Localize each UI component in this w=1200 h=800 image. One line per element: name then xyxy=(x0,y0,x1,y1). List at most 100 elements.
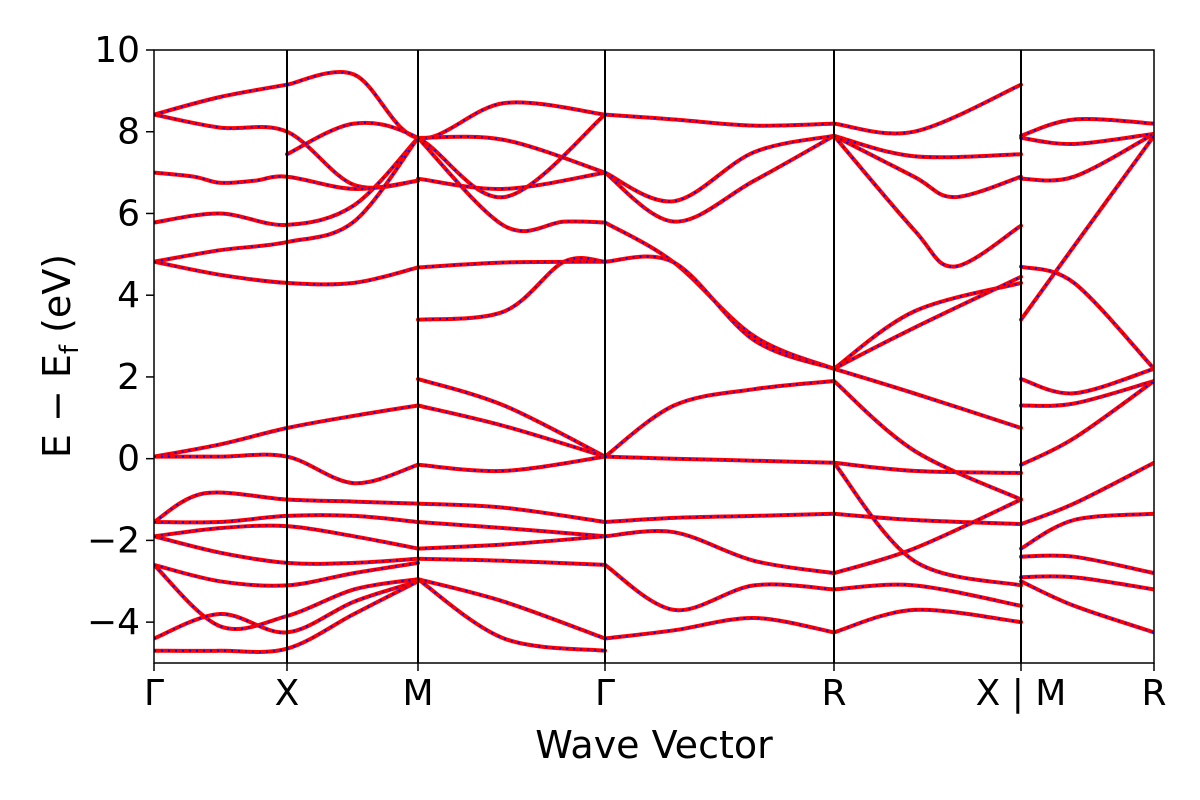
band-overlay xyxy=(417,404,606,458)
band-54 xyxy=(832,497,1023,576)
band-line xyxy=(416,454,607,474)
x-tick-label: R xyxy=(821,673,846,714)
band-overlay xyxy=(604,616,835,640)
band-overlay xyxy=(604,564,835,612)
band-38 xyxy=(603,454,836,465)
band-line xyxy=(416,534,607,551)
band-line xyxy=(832,133,1023,269)
band-line xyxy=(416,501,607,524)
band-20 xyxy=(416,135,607,233)
y-axis-title-unit: (eV) xyxy=(35,254,79,345)
y-tick-label: −4 xyxy=(87,602,140,643)
band-45 xyxy=(832,133,1023,200)
band-53 xyxy=(832,460,1023,588)
band-overlay xyxy=(833,380,1022,501)
band-56 xyxy=(832,607,1023,635)
band-overlay xyxy=(1020,512,1154,550)
band-65 xyxy=(1019,460,1154,527)
band-overlay xyxy=(1020,380,1154,466)
x-tick-label: M xyxy=(402,673,433,714)
x-tick-label: Γ xyxy=(595,673,615,714)
band-33 xyxy=(603,133,836,224)
band-line xyxy=(832,511,1023,527)
x-tick-label: X xyxy=(275,673,300,714)
y-tick-label: 10 xyxy=(94,30,140,71)
band-overlay xyxy=(604,221,835,370)
band-line xyxy=(416,259,607,270)
band-line xyxy=(154,170,420,191)
band-overlay xyxy=(1020,380,1154,407)
band-67 xyxy=(1019,553,1154,576)
y-axis-title-subscript: f xyxy=(55,344,85,354)
y-tick-label: 8 xyxy=(117,112,140,153)
band-37 xyxy=(603,379,836,459)
band-26 xyxy=(416,501,607,524)
band-overlay xyxy=(154,404,419,458)
band-24 xyxy=(416,403,607,459)
band-line xyxy=(1019,264,1154,371)
band-32 xyxy=(603,112,836,128)
band-52 xyxy=(832,511,1023,527)
y-tick-label: 0 xyxy=(117,439,140,480)
band-43 xyxy=(832,82,1023,136)
band-line xyxy=(1019,553,1154,576)
band-line xyxy=(832,607,1023,635)
band-28 xyxy=(416,534,607,551)
y-axis-title: E − Ef (eV) xyxy=(35,254,85,458)
band-42 xyxy=(603,615,836,641)
x-tick-label: Γ xyxy=(144,673,164,714)
band-overlay xyxy=(604,113,835,127)
band-overlay xyxy=(833,281,1022,370)
band-overlay xyxy=(417,257,606,321)
band-49 xyxy=(832,366,1023,430)
band-21 xyxy=(416,259,607,270)
x-tick-label: R xyxy=(1141,673,1166,714)
band-25 xyxy=(416,454,607,474)
high-symmetry-lines xyxy=(286,50,1022,663)
band-40 xyxy=(603,528,836,576)
band-line xyxy=(603,133,836,224)
band-overlay xyxy=(604,380,835,458)
band-overlay xyxy=(604,455,835,464)
band-overlay xyxy=(604,134,835,203)
band-46 xyxy=(832,133,1023,269)
band-23 xyxy=(416,377,607,459)
band-55 xyxy=(832,582,1023,608)
band-62 xyxy=(1019,366,1154,396)
band-line xyxy=(832,497,1023,576)
x-tick-label: X | M xyxy=(976,673,1067,714)
band-line xyxy=(603,528,836,576)
band-36 xyxy=(603,254,836,371)
band-63 xyxy=(1019,379,1154,408)
band-line xyxy=(1019,117,1154,138)
band-39 xyxy=(603,511,836,524)
band-overlay xyxy=(833,462,1022,587)
y-axis-ticks: −4 −2 0 2 4 6 8 10 xyxy=(87,30,154,643)
band-overlay xyxy=(1020,135,1154,321)
band-30 xyxy=(416,577,607,641)
band-overlay xyxy=(154,564,419,631)
band-overlay xyxy=(1020,461,1154,526)
band-line xyxy=(1019,131,1154,183)
band-68 xyxy=(1019,574,1154,592)
band-line xyxy=(832,582,1023,608)
band-64 xyxy=(1019,379,1154,467)
band-60 xyxy=(1019,264,1154,371)
band-overlay xyxy=(154,561,419,587)
band-22 xyxy=(416,256,607,322)
band-line xyxy=(1019,131,1154,147)
band-61 xyxy=(1019,133,1154,322)
band-overlay xyxy=(154,83,288,116)
band-51 xyxy=(832,460,1023,475)
band-overlay xyxy=(417,578,606,640)
band-line xyxy=(832,366,1023,430)
band-line xyxy=(832,460,1023,475)
band-overlay xyxy=(417,378,606,458)
band-69 xyxy=(1019,579,1154,635)
band-19 xyxy=(416,170,607,191)
band-66 xyxy=(1019,511,1154,551)
x-axis-title: Wave Vector xyxy=(535,723,773,767)
band-41 xyxy=(603,562,836,613)
